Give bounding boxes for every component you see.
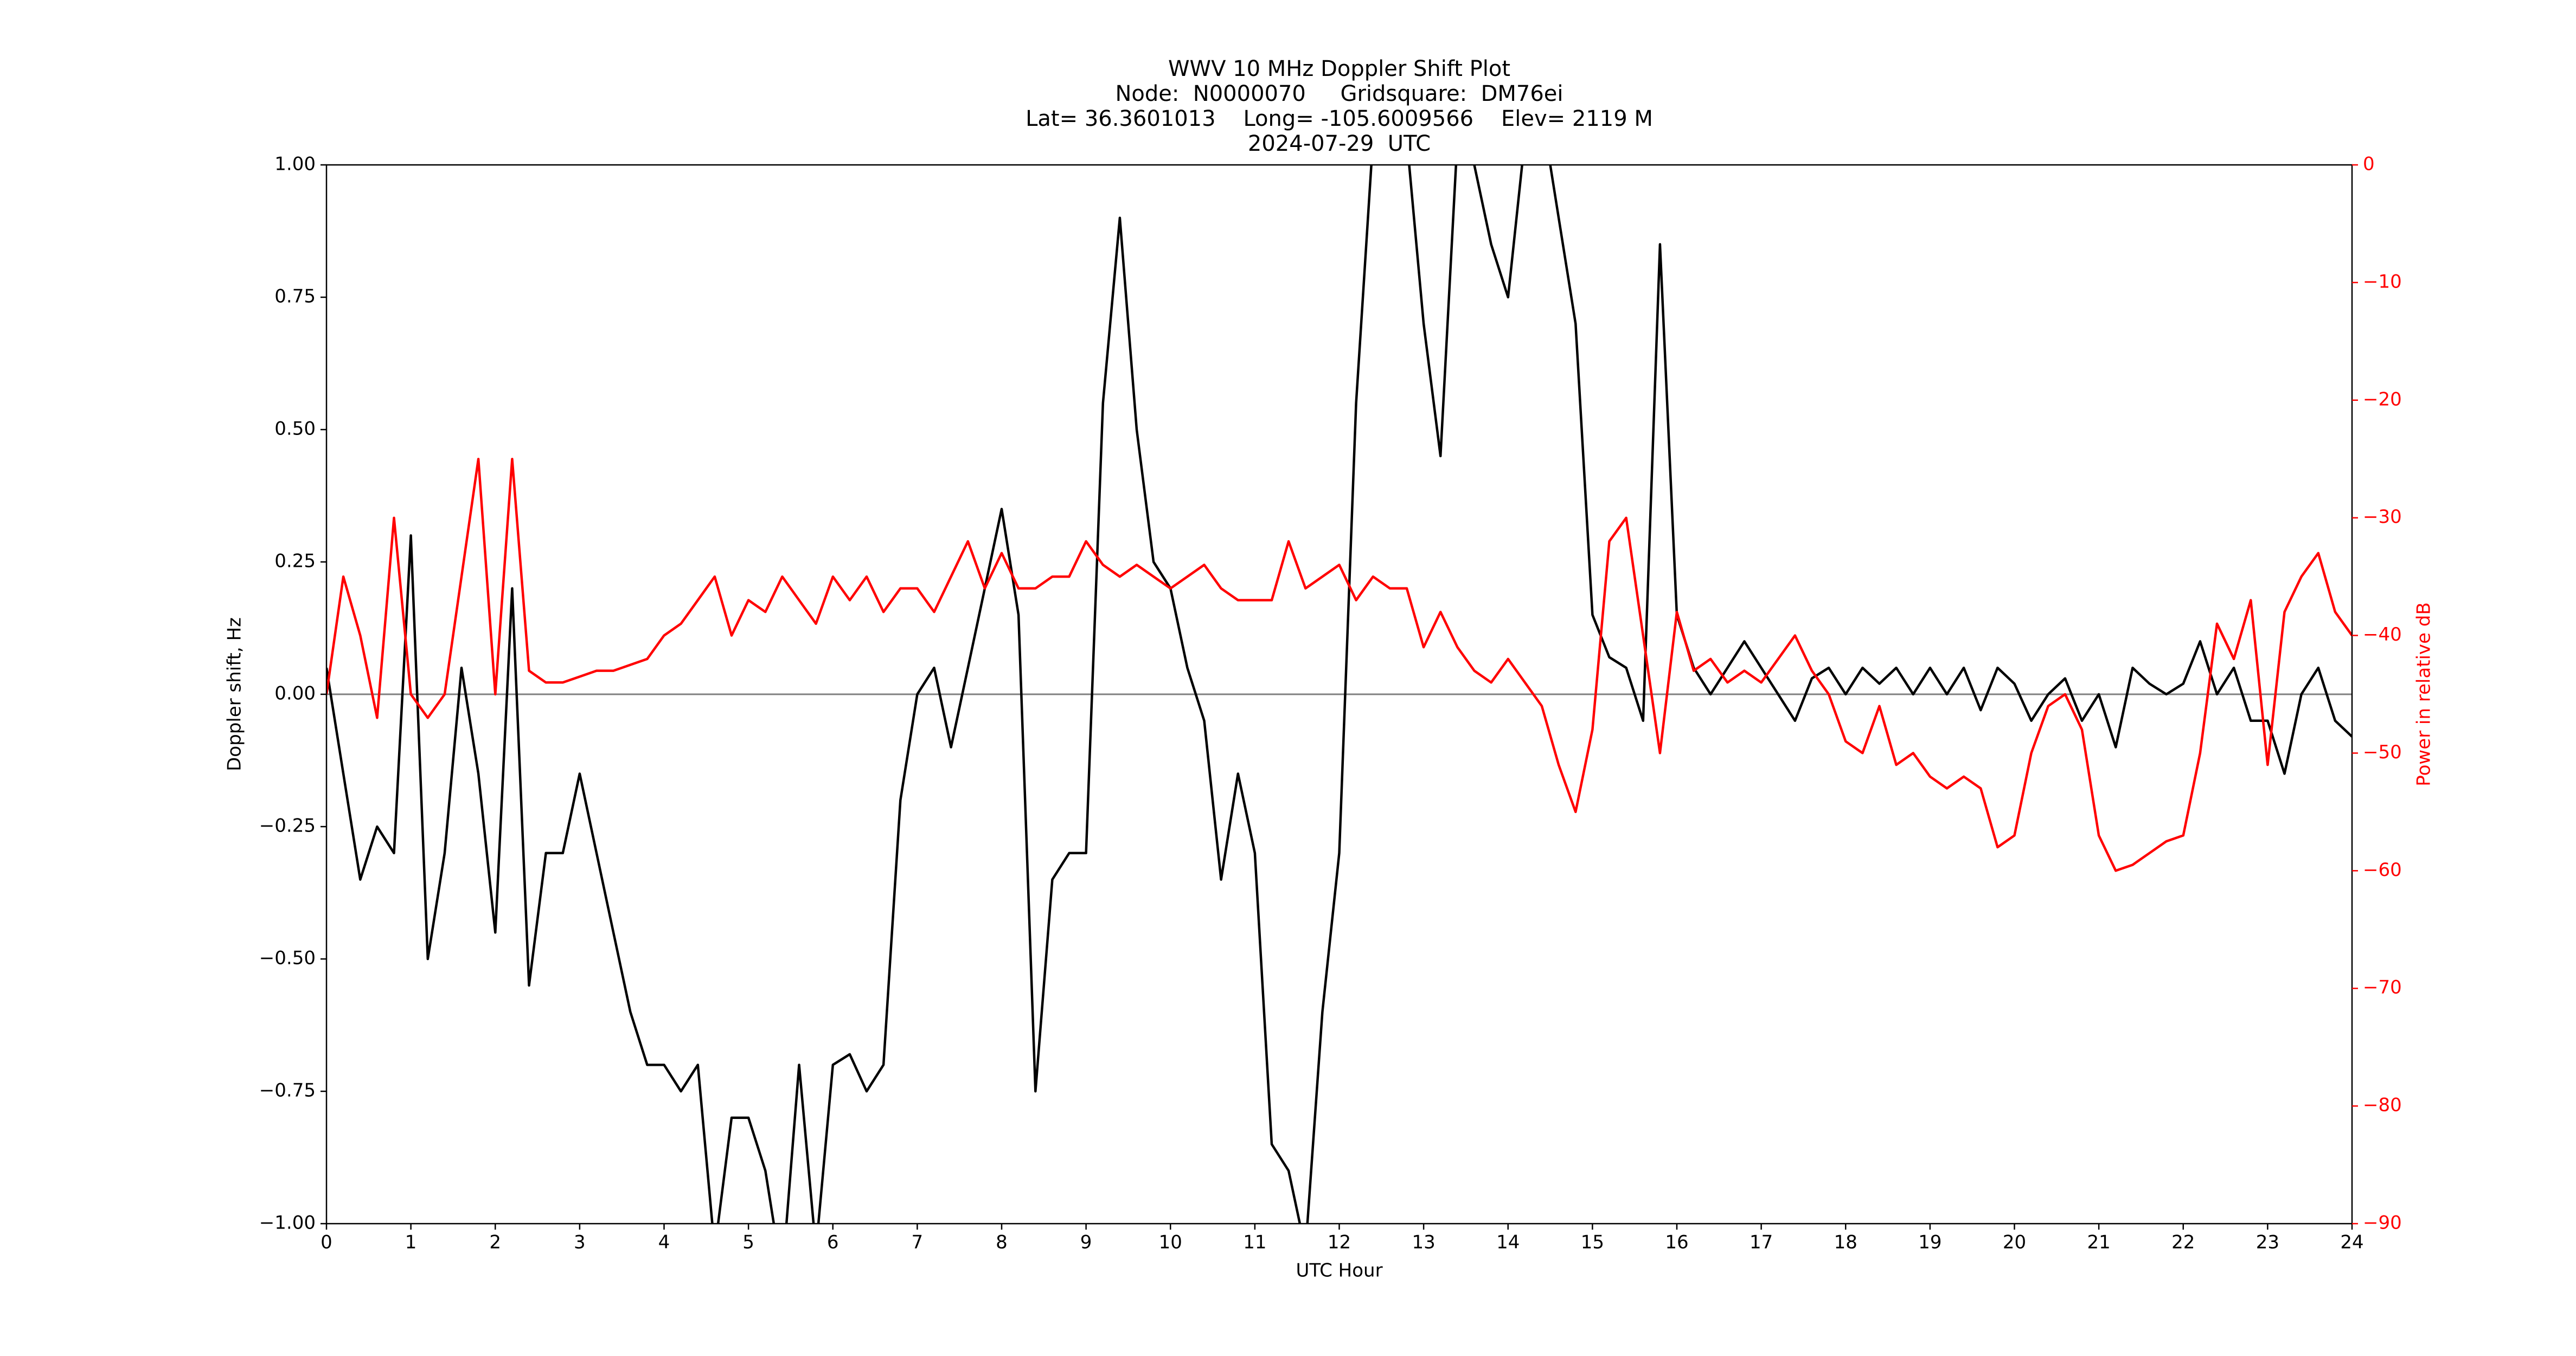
plot-lines — [326, 165, 2352, 1224]
y2-tick-label: −10 — [2363, 271, 2402, 292]
y-tick-label: 0.50 — [274, 418, 316, 440]
x-tick-label: 12 — [1328, 1232, 1351, 1253]
x-tick-label: 10 — [1159, 1232, 1182, 1253]
y-tick-label: −0.25 — [259, 815, 316, 837]
x-tick-label: 0 — [321, 1232, 332, 1253]
x-tick-label: 16 — [1665, 1232, 1688, 1253]
line-series — [326, 457, 2352, 872]
y-axis-label: Doppler shift, Hz — [224, 617, 246, 771]
y-tick-label: 0.25 — [274, 551, 316, 572]
x-tick-label: 19 — [1918, 1232, 1941, 1253]
x-tick-label: 2 — [489, 1232, 501, 1253]
x-tick-label: 22 — [2171, 1232, 2195, 1253]
x-tick-label: 13 — [1412, 1232, 1435, 1253]
chart-title: Node: N0000070 Gridsquare: DM76ei — [1116, 81, 1563, 106]
y2-axis-label: Power in relative dB — [2413, 602, 2435, 786]
chart-title: WWV 10 MHz Doppler Shift Plot — [1168, 56, 1510, 81]
x-tick-label: 14 — [1496, 1232, 1520, 1253]
y-tick-label: −0.75 — [259, 1080, 316, 1102]
y2-tick-label: −70 — [2363, 977, 2402, 999]
y2-tick-label: 0 — [2363, 153, 2375, 175]
x-tick-label: 8 — [996, 1232, 1008, 1253]
y2-tick-label: −20 — [2363, 388, 2402, 410]
x-tick-label: 21 — [2087, 1232, 2110, 1253]
y-tick-label: 1.00 — [274, 153, 316, 175]
chart-title: 2024-07-29 UTC — [1248, 131, 1431, 156]
x-tick-label: 18 — [1834, 1232, 1857, 1253]
x-tick-label: 9 — [1080, 1232, 1092, 1253]
x-tick-label: 24 — [2340, 1232, 2363, 1253]
chart-title: Lat= 36.3601013 Long= -105.6009566 Elev=… — [1026, 106, 1653, 131]
y2-tick-label: −50 — [2363, 741, 2402, 763]
y-tick-label: 0.75 — [274, 286, 316, 308]
x-tick-label: 4 — [658, 1232, 670, 1253]
y-tick-label: −0.50 — [259, 948, 316, 969]
x-tick-label: 5 — [742, 1232, 754, 1253]
x-tick-label: 3 — [574, 1232, 586, 1253]
line-series — [326, 165, 2352, 1224]
x-tick-label: 15 — [1581, 1232, 1604, 1253]
y-tick-label: 0.00 — [274, 683, 316, 705]
y2-tick-label: −30 — [2363, 506, 2402, 528]
y2-tick-label: −60 — [2363, 859, 2402, 881]
y2-tick-label: −80 — [2363, 1095, 2402, 1116]
y2-tick-label: −40 — [2363, 624, 2402, 645]
x-tick-label: 1 — [405, 1232, 417, 1253]
y2-tick-label: −90 — [2363, 1212, 2402, 1234]
x-tick-label: 11 — [1243, 1232, 1266, 1253]
x-tick-label: 20 — [2003, 1232, 2026, 1253]
x-tick-label: 17 — [1750, 1232, 1773, 1253]
x-tick-label: 7 — [912, 1232, 924, 1253]
x-axis-label: UTC Hour — [1296, 1260, 1382, 1282]
x-tick-label: 6 — [827, 1232, 839, 1253]
y-tick-label: −1.00 — [259, 1212, 316, 1234]
x-tick-label: 23 — [2256, 1232, 2279, 1253]
